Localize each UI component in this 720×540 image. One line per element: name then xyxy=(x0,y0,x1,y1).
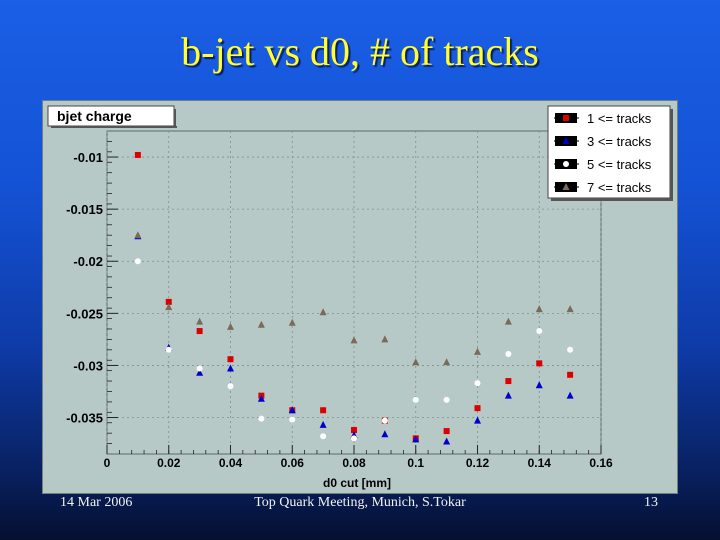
data-point xyxy=(443,396,450,403)
data-point xyxy=(566,305,574,313)
data-point xyxy=(134,151,141,158)
plot-frame: 0 0.02 0.04 0.06 0.08 0.1 0.12 0.14 0.16 -0.01 -0.… xyxy=(42,100,678,494)
data-point xyxy=(320,433,327,440)
data-point xyxy=(134,231,142,239)
data-point xyxy=(351,435,357,442)
legend-label: 3 <= tracks xyxy=(587,134,652,149)
data-point xyxy=(474,405,481,412)
data-point xyxy=(351,427,357,434)
data-point xyxy=(412,396,419,403)
data-point xyxy=(443,358,451,366)
data-point xyxy=(227,322,234,330)
series-3 xyxy=(134,258,574,442)
data-point xyxy=(474,416,481,424)
x-tick-label: 0.1 xyxy=(407,456,424,470)
data-point xyxy=(227,364,234,372)
slide-title: b-jet vs d0, # of tracks xyxy=(181,29,539,74)
data-point xyxy=(196,328,203,335)
data-point xyxy=(504,317,512,325)
x-tick-label: 0.06 xyxy=(281,456,305,470)
data-point xyxy=(536,328,543,335)
data-point xyxy=(474,347,481,355)
chart-svg: 0 0.02 0.04 0.06 0.08 0.1 0.12 0.14 0.16 -0.01 -0.… xyxy=(47,105,673,490)
legend-label: 5 <= tracks xyxy=(587,157,652,172)
data-point xyxy=(412,435,420,443)
x-tick-label: 0.16 xyxy=(589,456,613,470)
data-point xyxy=(535,381,543,389)
data-point xyxy=(320,407,327,414)
data-point xyxy=(196,368,204,376)
y-tick-label: -0.01 xyxy=(73,150,103,165)
data-point xyxy=(567,371,574,378)
data-point xyxy=(257,394,265,402)
legend-marker xyxy=(563,115,569,121)
data-point xyxy=(227,356,234,363)
data-point xyxy=(165,346,172,353)
data-point xyxy=(536,360,543,367)
data-point xyxy=(196,365,203,372)
data-point xyxy=(258,415,265,422)
data-point xyxy=(319,308,327,316)
data-point xyxy=(504,391,512,399)
data-points xyxy=(134,151,574,445)
chart-title-box: bjet charge xyxy=(47,105,177,128)
data-point xyxy=(443,437,451,445)
x-tick-label: 0.12 xyxy=(466,456,490,470)
data-point xyxy=(257,320,265,328)
data-point xyxy=(134,258,141,265)
data-point xyxy=(165,298,172,305)
data-point xyxy=(474,380,481,387)
legend-marker xyxy=(563,161,569,167)
y-tick-label: -0.015 xyxy=(66,202,103,217)
y-tick-label: -0.02 xyxy=(73,254,103,269)
data-point xyxy=(505,350,512,357)
data-point xyxy=(288,318,296,326)
footer-page-number: 13 xyxy=(644,495,658,510)
data-point xyxy=(196,317,204,325)
x-tick-label: 0 xyxy=(104,456,111,470)
footer-date: 14 Mar 2006 xyxy=(60,495,133,510)
y-tick-label: -0.03 xyxy=(73,358,103,373)
x-tick-label: 0.08 xyxy=(342,456,366,470)
x-tick-label: 0.14 xyxy=(528,456,552,470)
chart-title: bjet charge xyxy=(57,108,132,124)
grid-lines xyxy=(106,131,602,454)
data-point xyxy=(165,303,173,311)
x-tick-label: 0.04 xyxy=(219,456,243,470)
legend-label: 1 <= tracks xyxy=(587,111,652,126)
data-point xyxy=(319,420,327,428)
data-point xyxy=(505,378,512,385)
legend-marker xyxy=(562,137,570,144)
footer-meeting: Top Quark Meeting, Munich, S.Tokar xyxy=(254,495,466,510)
x-tick-label: 0.02 xyxy=(157,456,181,470)
y-tick-label: -0.035 xyxy=(66,411,103,426)
x-axis-label: d0 cut [mm] xyxy=(323,476,391,490)
data-point xyxy=(567,346,574,353)
axes: 0 0.02 0.04 0.06 0.08 0.1 0.12 0.14 0.16 -0.01 -0.… xyxy=(66,141,613,470)
data-point xyxy=(381,430,389,438)
data-point xyxy=(443,428,450,435)
legend-label: 7 <= tracks xyxy=(587,180,652,195)
data-point xyxy=(535,305,543,313)
data-point xyxy=(288,406,296,414)
y-tick-label: -0.025 xyxy=(66,306,103,321)
series-4 xyxy=(134,231,574,366)
legend-marker xyxy=(562,183,570,190)
data-point xyxy=(227,383,234,390)
data-point xyxy=(381,335,389,343)
data-point xyxy=(566,391,574,399)
data-point xyxy=(381,417,388,424)
data-point xyxy=(350,336,358,344)
data-point xyxy=(289,416,296,423)
data-point xyxy=(412,358,420,366)
legend: 1 <= tracks 3 <= tracks 5 <= tracks 7 <= tr… xyxy=(547,105,673,201)
